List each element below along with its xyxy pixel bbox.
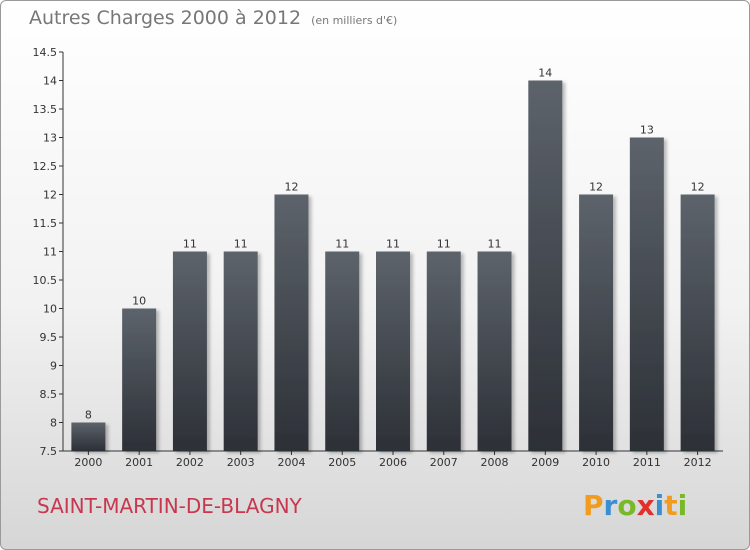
bar-value-label: 11 [234,238,248,251]
y-tick-label: 10 [43,303,57,316]
bar [528,80,563,451]
commune-name: SAINT-MARTIN-DE-BLAGNY [37,494,302,518]
chart-subtitle: (en milliers d'€) [311,14,398,27]
y-tick-label: 8 [50,417,57,430]
logo-letter: P [583,489,604,522]
bar [223,251,258,451]
bar-layer [71,80,715,451]
bar [71,422,106,451]
y-tick-label: 8.5 [40,388,58,401]
logo-letter: o [617,489,637,522]
y-tick-label: 12 [43,189,57,202]
x-tick-label: 2010 [582,456,610,469]
bar-value-label: 8 [85,409,92,422]
x-tick-label: 2001 [125,456,153,469]
logo-letter: i [677,489,688,522]
bar-value-label: 12 [691,181,705,194]
x-tick-label: 2002 [176,456,204,469]
bar-value-label: 14 [538,67,552,80]
x-tick-label: 2006 [379,456,407,469]
chart-title: Autres Charges 2000 à 2012 (en milliers d… [29,7,397,29]
logo-letter: i [654,489,665,522]
label-layer: 8 2000 10 2001 11 2002 11 2003 12 2004 11 2005 11 200… [74,67,711,470]
logo-letter: r [603,489,618,522]
y-tick-label: 14 [43,75,57,88]
bar [629,137,664,451]
x-tick-label: 2008 [481,456,509,469]
bar [122,308,157,451]
chart-title-text: Autres Charges 2000 à 2012 [29,7,302,29]
bar [376,251,410,451]
bar [426,251,461,451]
y-tick-label: 7.5 [40,445,58,458]
y-tick-label: 13.5 [33,103,58,116]
bar [325,251,360,451]
bar [477,251,512,451]
bar-value-label: 11 [183,238,197,251]
y-tick-label: 14.5 [33,46,58,59]
y-tick-label: 12.5 [33,160,58,173]
proxiti-logo: Proxiti [583,489,687,522]
y-tick-label: 10.5 [33,274,58,287]
y-tick-label: 13 [43,132,57,145]
x-tick-label: 2009 [531,456,559,469]
bar-value-label: 11 [488,238,502,251]
bar-value-label: 10 [132,295,146,308]
x-tick-label: 2003 [227,456,255,469]
bar-value-label: 11 [386,238,400,251]
x-tick-label: 2012 [684,456,712,469]
bar [274,194,309,451]
y-tick-label: 9 [50,360,57,373]
bar-value-label: 12 [284,181,298,194]
bar-value-label: 11 [335,238,349,251]
bar-value-label: 13 [640,124,654,137]
bar [579,194,614,451]
x-tick-label: 2005 [328,456,356,469]
bar [680,194,715,451]
logo-letter: t [664,489,678,522]
y-tick-label: 11.5 [33,217,58,230]
x-tick-label: 2007 [430,456,458,469]
y-tick-label: 9.5 [40,331,58,344]
x-tick-label: 2011 [633,456,661,469]
x-tick-label: 2000 [74,456,102,469]
bar-value-label: 11 [437,238,451,251]
y-tick-label: 11 [43,246,57,259]
bar-value-label: 12 [589,181,603,194]
x-tick-label: 2004 [277,456,305,469]
logo-letter: x [636,489,655,522]
bar [172,251,207,451]
